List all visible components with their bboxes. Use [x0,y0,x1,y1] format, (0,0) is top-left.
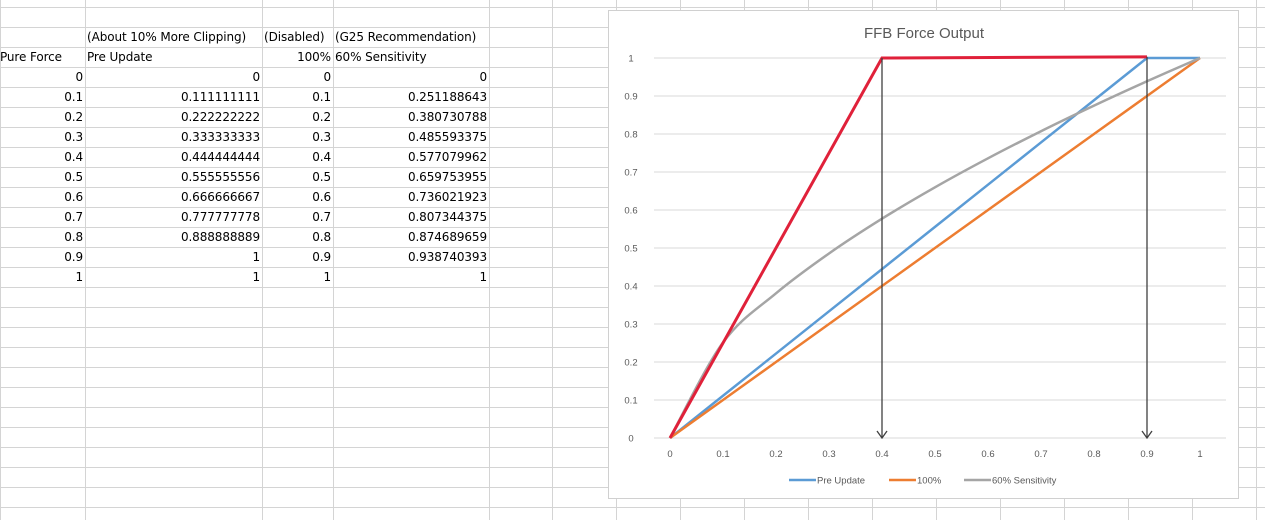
data-cell[interactable]: 1 [479,270,487,284]
data-cell[interactable]: 0.938740393 [407,250,487,264]
header-note-cell[interactable]: (Disabled) [264,30,325,44]
series-line [669,56,1200,439]
data-cell[interactable]: 0.251188643 [407,90,487,104]
x-tick-label: 1 [1197,449,1202,460]
data-cell[interactable]: 0.444444444 [180,150,260,164]
y-tick-label: 0.4 [624,282,637,293]
data-cell[interactable]: 0.5 [312,170,331,184]
x-tick-label: 0.3 [822,449,835,460]
x-tick-label: 0.6 [981,449,994,460]
data-cell[interactable]: 0 [75,70,83,84]
data-cell[interactable]: 0.380730788 [407,110,487,124]
x-tick-label: 0.8 [1087,449,1100,460]
header-cell[interactable]: Pre Update [87,50,153,64]
arrow-head [1141,430,1153,440]
data-cell[interactable]: 0.807344375 [407,210,487,224]
arrow-head [876,430,888,440]
data-cell[interactable]: 0.8 [312,230,331,244]
data-cell[interactable]: 1 [252,270,260,284]
series-line [669,56,1201,440]
chart-container[interactable]: FFB Force Output 0 0.1 0.2 0.3 0.4 0.5 0.6 0.7 0.… [608,10,1239,499]
data-cell[interactable]: 0.2 [64,110,83,124]
x-tick-label: 0.5 [928,449,941,460]
data-cell[interactable]: 0.4 [64,150,83,164]
data-cell[interactable]: 0.4 [312,150,331,164]
data-cell[interactable]: 0.3 [64,130,83,144]
data-cell[interactable]: 0.6 [312,190,331,204]
data-cell[interactable]: 0.9 [312,250,331,264]
data-cell[interactable]: 0.659753955 [407,170,487,184]
data-cell[interactable]: 0.2 [312,110,331,124]
x-tick-label: 0.4 [875,449,888,460]
header-note-cell[interactable]: (G25 Recommendation) [335,30,477,44]
data-cell[interactable]: 0.111111111 [180,90,260,104]
data-cell[interactable]: 0.485593375 [407,130,487,144]
y-tick-label: 0.7 [624,168,637,179]
series-line [668,56,1201,439]
data-cell[interactable]: 0.666666667 [180,190,260,204]
y-tick-label: 0.3 [624,320,637,331]
x-tick-label: 0 [667,449,672,460]
data-cell[interactable]: 0.777777778 [180,210,260,224]
data-cell[interactable]: 0.555555556 [180,170,260,184]
legend-label: Pre Update [817,476,865,487]
data-cell[interactable]: 0.6 [64,190,83,204]
header-cell[interactable]: 100% [297,50,331,64]
data-cell[interactable]: 0.9 [64,250,83,264]
data-cell[interactable]: 0.874689659 [407,230,487,244]
data-cell[interactable]: 1 [75,270,83,284]
data-cell[interactable]: 0.3 [312,130,331,144]
data-cell[interactable]: 1 [252,250,260,264]
y-tick-label: 0.1 [624,396,637,407]
data-cell[interactable]: 0.8 [64,230,83,244]
data-cell[interactable]: 0.1 [64,90,83,104]
data-cell[interactable]: 0 [479,70,487,84]
header-cell[interactable]: 60% Sensitivity [335,50,427,64]
data-cell[interactable]: 0.333333333 [180,130,260,144]
y-tick-label: 0.8 [624,130,637,141]
data-cell[interactable]: 0.577079962 [407,150,487,164]
x-tick-label: 0.1 [716,449,729,460]
data-cell[interactable]: 0.222222222 [180,110,260,124]
data-cell[interactable]: 0.7 [64,210,83,224]
y-tick-label: 1 [628,54,633,65]
chart-svg: FFB Force Output 0 0.1 0.2 0.3 0.4 0.5 0.6 0.7 0.… [624,25,1226,487]
data-cell[interactable]: 0.7 [312,210,331,224]
header-note-cell[interactable]: (About 10% More Clipping) [87,30,247,44]
legend-label: 60% Sensitivity [992,476,1057,487]
y-tick-label: 0.9 [624,92,637,103]
data-cell[interactable]: 0.888888889 [180,230,260,244]
x-tick-label: 0.7 [1034,449,1047,460]
data-cell[interactable]: 1 [323,270,331,284]
data-cell[interactable]: 0.736021923 [407,190,487,204]
x-tick-label: 0.2 [769,449,782,460]
y-tick-label: 0.5 [624,244,637,255]
header-cell[interactable]: Pure Force [0,50,62,64]
data-cell[interactable]: 0 [252,70,260,84]
chart-title: FFB Force Output [864,25,985,42]
data-cell[interactable]: 0.5 [64,170,83,184]
data-cell[interactable]: 0.1 [312,90,331,104]
legend-label: 100% [917,476,942,487]
y-tick-label: 0.6 [624,206,637,217]
y-tick-label: 0.2 [624,358,637,369]
y-tick-label: 0 [628,434,633,445]
data-cell[interactable]: 0 [323,70,331,84]
x-tick-label: 0.9 [1140,449,1153,460]
